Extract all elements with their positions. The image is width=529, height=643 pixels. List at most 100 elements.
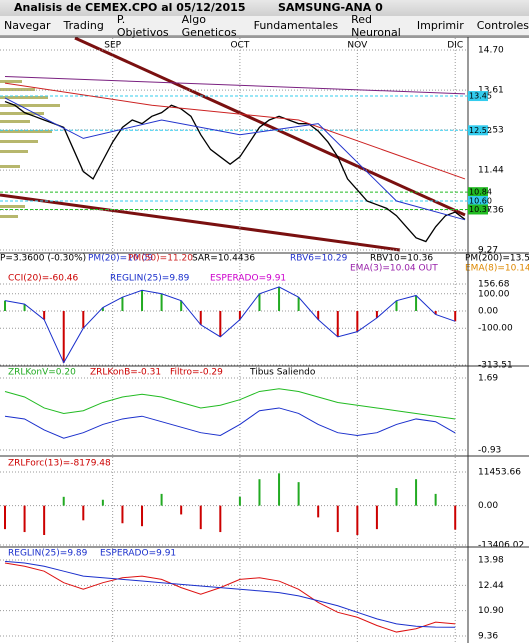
menu-item[interactable]: Red Neuronal xyxy=(351,12,401,39)
y-tick-label: 9.27 xyxy=(478,246,498,256)
bar xyxy=(278,473,281,506)
indicator-label: EMA(8)=10.14 xyxy=(465,264,529,274)
indicator-label: P=3.3600 (-0.30%) xyxy=(0,254,86,264)
bar xyxy=(278,286,281,311)
bar xyxy=(395,300,398,311)
level-label: 13.45 xyxy=(469,92,492,101)
bar xyxy=(238,310,241,320)
y-tick-label: 10.90 xyxy=(478,606,504,616)
menu-item[interactable]: Fundamentales xyxy=(253,19,339,32)
bar xyxy=(297,482,300,506)
y-tick-label: 10.36 xyxy=(478,205,504,215)
bar xyxy=(23,304,26,311)
level-box xyxy=(468,125,488,136)
bar xyxy=(121,505,124,524)
bar xyxy=(258,479,261,506)
menu-item[interactable]: Trading xyxy=(63,19,104,32)
menu-item[interactable]: Controles xyxy=(476,19,529,32)
bar xyxy=(434,493,437,506)
level-box xyxy=(468,196,488,207)
bar xyxy=(375,505,378,530)
level-label: 10.37 xyxy=(469,205,492,214)
y-tick-label: 12.53 xyxy=(478,125,504,135)
x-tick-label: DIC xyxy=(447,41,463,51)
y-tick-label: 0.00 xyxy=(478,306,498,316)
indicator-label: Filtro=-0.29 xyxy=(170,368,223,378)
bar xyxy=(336,310,339,337)
series-line xyxy=(4,286,456,364)
y-tick-label: 12.44 xyxy=(478,581,504,591)
chart: SEP OCT NOV DIC 14.70 13.61 12.53 11.44 10.36 9.2… xyxy=(0,36,529,643)
level-label: 12.52 xyxy=(469,126,492,135)
indicator-label: ZRLKonV=0.20 xyxy=(8,368,76,378)
bar xyxy=(297,297,300,311)
bar xyxy=(62,496,65,506)
bar xyxy=(434,310,437,315)
series-line xyxy=(4,388,456,420)
indicator-label: PM(50)=11.20 xyxy=(128,254,193,264)
indicator-label: RBV10=10.36 xyxy=(370,254,433,264)
x-tick-label: NOV xyxy=(347,41,368,51)
bar xyxy=(258,293,261,311)
bar xyxy=(101,307,104,311)
menu-item[interactable]: Navegar xyxy=(4,19,51,32)
bar xyxy=(180,300,183,311)
window-title: Analisis de CEMEX.CPO al 05/12/2015 xyxy=(14,1,246,14)
bar xyxy=(375,310,378,318)
y-tick-label: 13.98 xyxy=(478,556,504,566)
indicator-label: ZRLForc(13)=-8179.48 xyxy=(8,459,111,469)
bar xyxy=(415,479,418,506)
level-box xyxy=(468,91,488,102)
series-line xyxy=(4,82,466,180)
bar xyxy=(317,310,320,320)
bar xyxy=(454,310,457,322)
series-line xyxy=(4,76,466,95)
bar xyxy=(4,300,6,311)
x-tick-label: SEP xyxy=(104,41,121,51)
y-tick-label: 156.68 xyxy=(478,280,510,290)
indicator-label: PM(20)=10.09 xyxy=(88,254,153,264)
bar xyxy=(62,310,65,363)
bar xyxy=(82,505,85,521)
indicator-label: EMA(3)=10.04 OUT xyxy=(350,264,438,274)
menu-item[interactable]: P. Objetivos xyxy=(116,12,169,39)
bar xyxy=(356,310,359,332)
indicator-label: RBV6=10.29 xyxy=(290,254,348,264)
bar xyxy=(4,505,6,530)
bar xyxy=(160,493,163,506)
bar xyxy=(121,297,124,311)
bar xyxy=(415,295,418,311)
x-tick-label: OCT xyxy=(230,41,249,51)
indicator-label: CCI(20)=-60.46 xyxy=(8,274,79,284)
bar xyxy=(141,290,144,311)
window-subtitle: SAMSUNG-ANA 0 xyxy=(278,1,383,14)
y-tick-label: 11453.66 xyxy=(478,468,521,478)
indicator-label: ESPERADO=9.91 xyxy=(100,549,176,559)
bar xyxy=(336,505,339,533)
bar xyxy=(43,505,46,535)
bar xyxy=(199,505,202,530)
menu-item[interactable]: Imprimir xyxy=(416,19,464,32)
level-label: 10.84 xyxy=(469,188,492,197)
y-tick-label: 9.36 xyxy=(478,632,498,642)
bar xyxy=(43,310,46,320)
bar xyxy=(219,310,222,337)
bar xyxy=(23,505,26,533)
y-tick-label: 14.70 xyxy=(478,46,504,56)
bar xyxy=(317,505,320,518)
bar xyxy=(454,505,457,530)
bar xyxy=(101,499,104,506)
volume-profile xyxy=(0,80,60,218)
series-line xyxy=(4,407,456,439)
y-tick-label: 0.00 xyxy=(478,501,498,511)
y-tick-label: -0.93 xyxy=(478,446,501,456)
series-line xyxy=(4,100,466,243)
menu-bar: Navegar Trading P. Objetivos Algo Geneticos… xyxy=(0,12,529,39)
indicator-label: ESPERADO=9.91 xyxy=(210,274,286,284)
y-tick-label: 100.00 xyxy=(478,289,510,299)
menu-item[interactable]: Algo Geneticos xyxy=(181,12,237,39)
title-bar: Analisis de CEMEX.CPO al 05/12/2015 SAMS… xyxy=(0,0,529,16)
y-tick-label: -100.00 xyxy=(478,324,513,334)
trend-line xyxy=(74,36,466,217)
